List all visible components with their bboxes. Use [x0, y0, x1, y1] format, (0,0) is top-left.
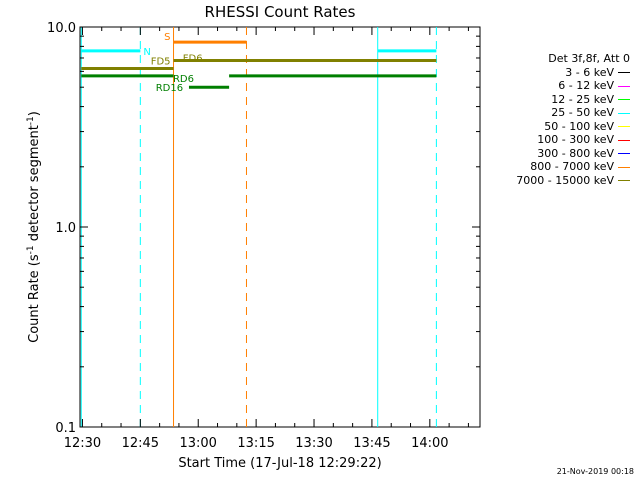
y-tick-label-1: 1.0: [55, 221, 76, 236]
legend-entry-label: 800 - 7000 keV: [530, 160, 614, 173]
x-axis-label: Start Time (17-Jul-18 12:29:22): [178, 456, 381, 471]
legend-entry: 300 - 800 keV: [516, 147, 630, 161]
legend-swatch: [618, 112, 630, 114]
x-axis-ticks: 12:30 12:45 13:00 13:15 13:30 13:45 14:00: [64, 27, 469, 451]
vertical-markers: [80, 27, 437, 427]
y-label-superscript: -1: [26, 245, 36, 254]
legend-entry-label: 25 - 50 keV: [551, 106, 614, 119]
legend-entry: 7000 - 15000 keV: [516, 174, 630, 188]
x-tick-label-1: 12:45: [122, 436, 159, 451]
legend-entry-label: 7000 - 15000 keV: [516, 173, 614, 187]
legend-entry: 800 - 7000 keV: [516, 160, 630, 174]
legend-entry-label: 6 - 12 keV: [558, 79, 614, 92]
legend-entry-label: 100 - 300 keV: [537, 133, 614, 146]
legend-entry: 100 - 300 keV: [516, 133, 630, 147]
legend-swatch: [618, 72, 630, 73]
y-label-text: detector segment: [27, 125, 42, 245]
flag-label-fd6: FD6: [183, 53, 203, 64]
legend-swatch: [618, 139, 630, 141]
legend-swatch: [618, 166, 630, 168]
y-label-superscript: -1: [26, 116, 36, 125]
legend-swatch: [618, 126, 630, 127]
y-tick-label-2: 10.0: [47, 21, 76, 36]
x-tick-label-4: 13:30: [295, 436, 332, 451]
x-tick-label-2: 13:00: [179, 436, 216, 451]
legend-swatch: [618, 153, 630, 154]
chart-title: RHESSI Count Rates: [205, 3, 356, 21]
legend-entry-label: 3 - 6 keV: [565, 65, 614, 79]
legend-entry: 25 - 50 keV: [516, 106, 630, 120]
legend-swatch: [618, 99, 630, 100]
legend-header: Det 3f,8f, Att 0: [548, 52, 630, 65]
flag-label-fd5: FD5: [151, 57, 171, 68]
legend-entry-label: 300 - 800 keV: [537, 146, 614, 160]
flag-label-rd16: RD16: [156, 83, 183, 94]
flag-label-s: S: [164, 32, 170, 43]
legend-swatch: [618, 180, 630, 181]
flag-label-rd6: RD6: [173, 74, 194, 85]
legend-entry: 12 - 25 keV: [516, 93, 630, 107]
timestamp-footer: 21-Nov-2019 00:18: [556, 467, 634, 476]
flag-label-n: N: [143, 47, 150, 58]
x-tick-label-0: 12:30: [64, 436, 101, 451]
y-axis-ticks: 0.1 1.0 10.0: [47, 21, 480, 436]
x-tick-label-3: 13:15: [237, 436, 274, 451]
x-tick-label-6: 14:00: [411, 436, 448, 451]
legend-entry-label: 50 - 100 keV: [544, 119, 614, 133]
x-tick-label-5: 13:45: [353, 436, 390, 451]
y-tick-label-0: 0.1: [55, 421, 76, 436]
y-label-text: Count Rate (s: [27, 254, 42, 343]
legend-swatch: [618, 85, 630, 87]
legend-entry: 3 - 6 keV: [516, 66, 630, 80]
legend-entry: 6 - 12 keV: [516, 79, 630, 93]
legend-entry-label: 12 - 25 keV: [551, 92, 614, 106]
legend-entry: 50 - 100 keV: [516, 120, 630, 134]
legend: Det 3f,8f, Att 0 3 - 6 keV 6 - 12 keV 12 -…: [516, 52, 630, 187]
y-label-text: ): [27, 111, 42, 116]
y-axis-label: Count Rate (s-1 detector segment-1): [26, 111, 42, 343]
